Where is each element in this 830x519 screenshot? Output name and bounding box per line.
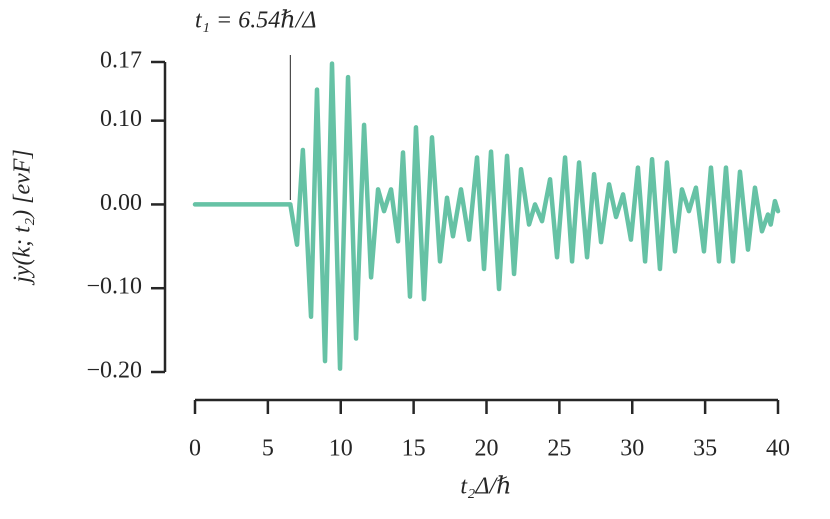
x-tick-label: 35: [693, 436, 717, 462]
x-tick-label: 10: [329, 436, 353, 462]
y-tick-label: 0.17: [100, 48, 142, 74]
y-tick-label: −0.10: [86, 274, 142, 300]
y-tick-label: 0.10: [100, 106, 142, 132]
x-tick-label: 40: [766, 436, 790, 462]
y-tick-label: −0.20: [86, 358, 142, 384]
x-tick-label: 5: [262, 436, 274, 462]
y-axis-label: jy(k; t₂) [evF]: [10, 149, 36, 286]
data-line: [192, 61, 781, 371]
annotation: t₁ = 6.54ℏ/Δ: [195, 8, 316, 34]
x-tick-label: 30: [620, 436, 644, 462]
x-tick-label: 15: [402, 436, 426, 462]
x-tick-label: 20: [475, 436, 499, 462]
x-axis-label: t₂Δ/ℏ: [460, 474, 511, 500]
x-tick-label: 25: [547, 436, 571, 462]
y-tick-label: 0.00: [100, 190, 142, 216]
x-tick-label: 0: [189, 436, 201, 462]
